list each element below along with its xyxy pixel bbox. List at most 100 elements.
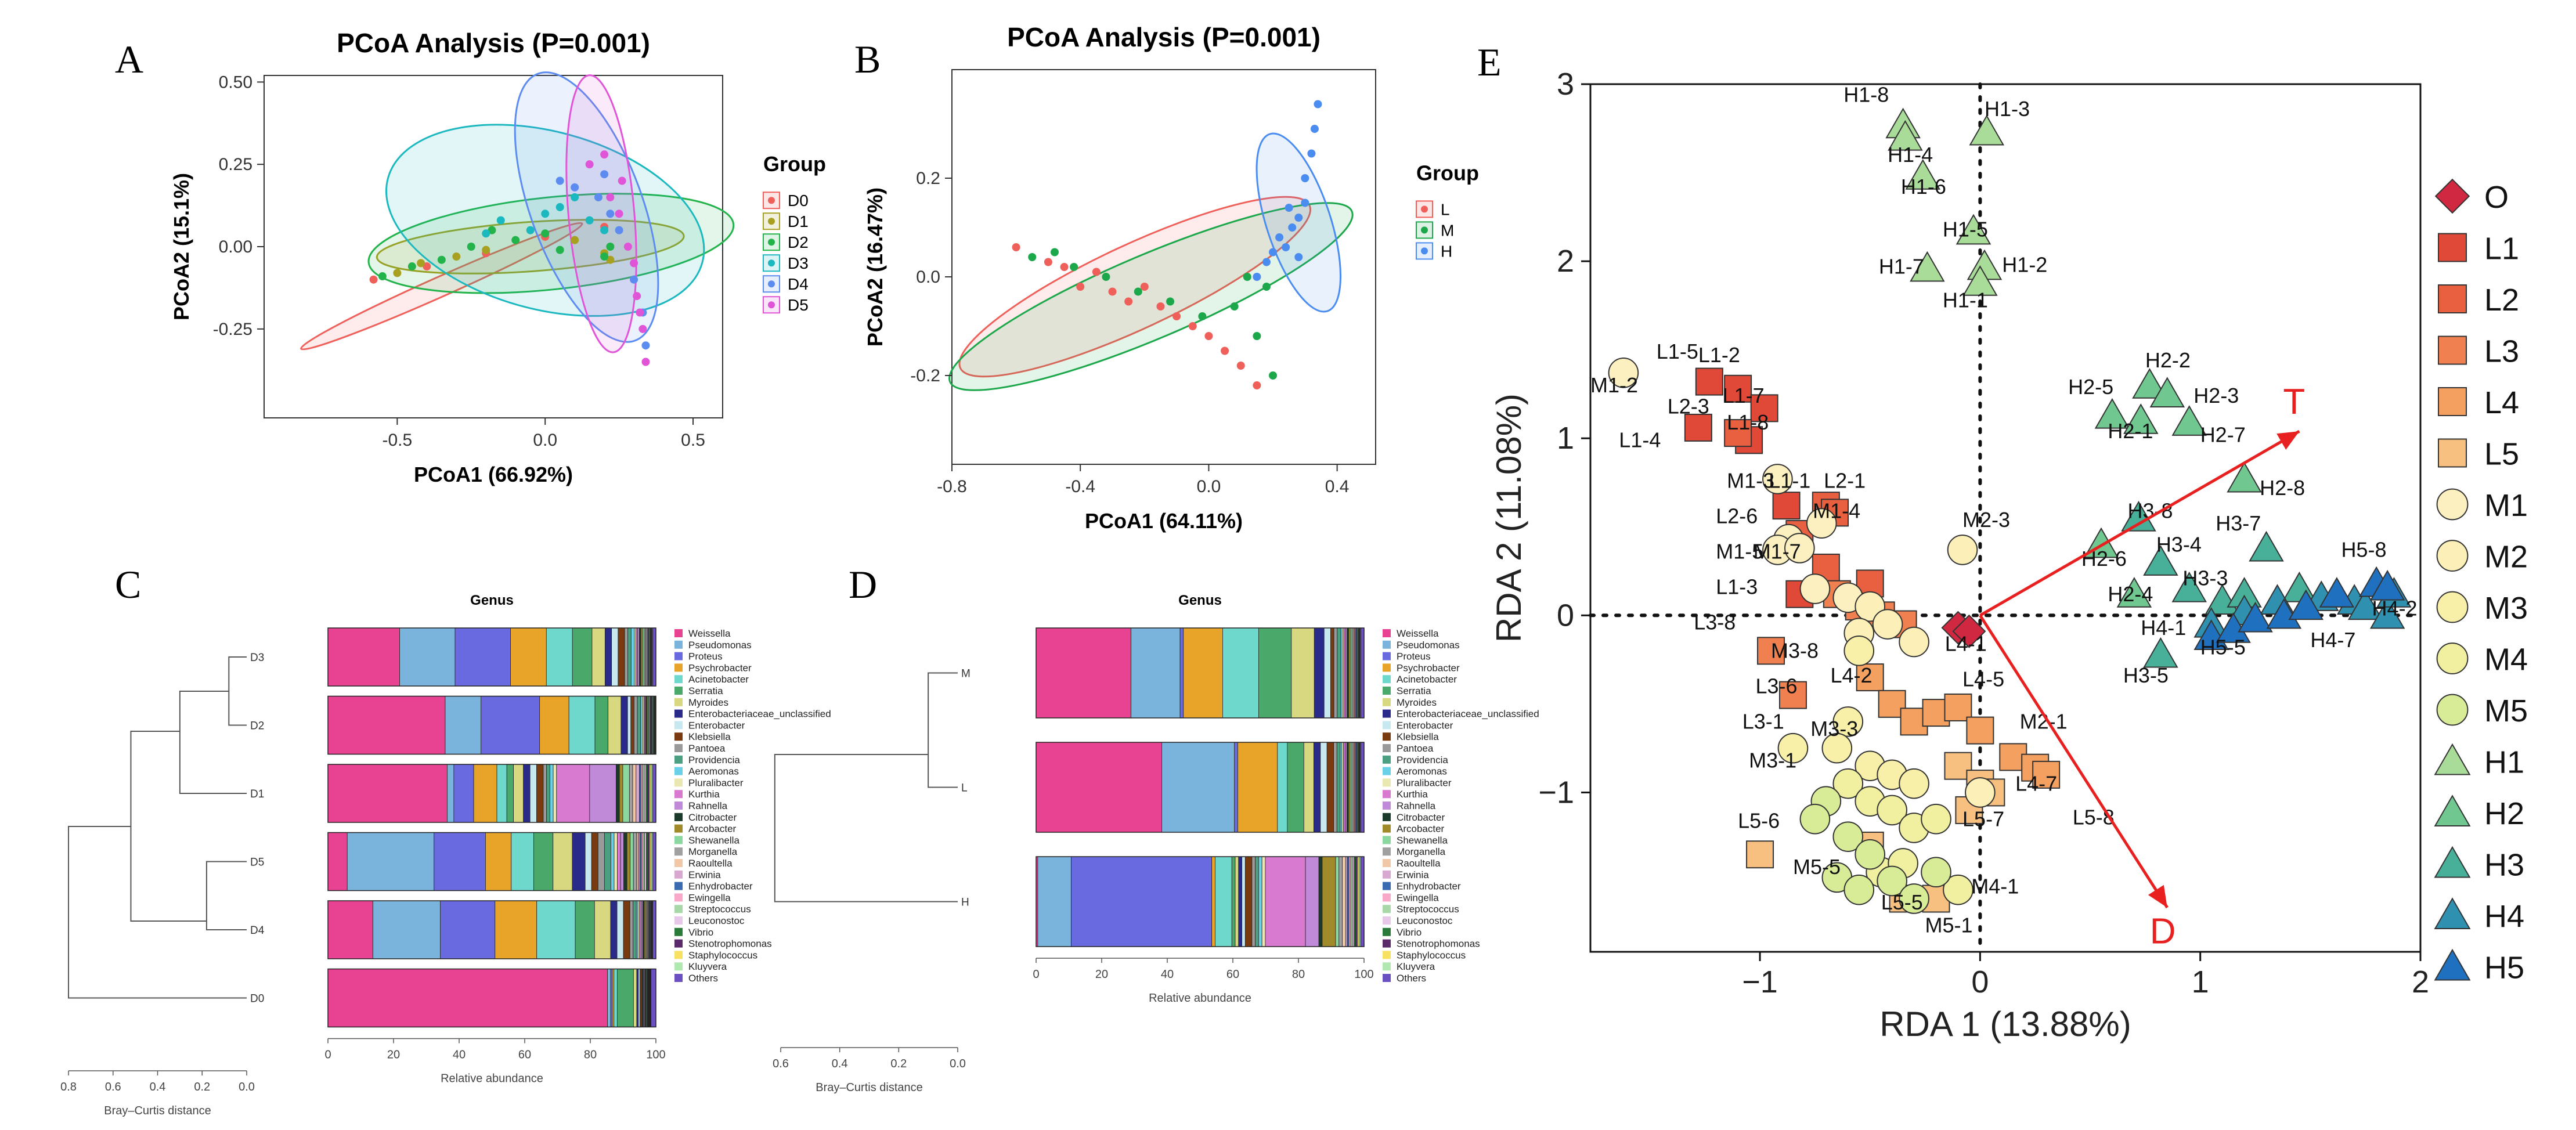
point-H xyxy=(1269,248,1278,257)
bar-segment-enhydrobacter xyxy=(639,832,642,891)
bar-segment-klebsiella xyxy=(623,900,630,959)
bar-segment-kurthia xyxy=(636,627,638,687)
legend-marker-h1 xyxy=(2434,743,2471,775)
chart-title: Genus xyxy=(470,593,514,608)
bar-segment-ewingella xyxy=(640,764,643,823)
legend-label-providencia: Providencia xyxy=(688,754,740,766)
legend-label-o: O xyxy=(2484,180,2509,215)
sample-point-h2 xyxy=(2227,461,2262,493)
sample-label: M1-2 xyxy=(1590,373,1638,397)
bar-segment-pseudomonas xyxy=(373,900,441,959)
bar-segment-pluralibacter xyxy=(553,764,557,823)
point-D5 xyxy=(638,324,647,333)
plot-frame xyxy=(951,69,1376,465)
legend-label-providencia: Providencia xyxy=(1397,754,1448,766)
legend-label-l2: L2 xyxy=(2484,283,2519,317)
sample-point-m1 xyxy=(1762,464,1793,494)
legend-key-rahnella xyxy=(1383,802,1391,810)
legend-label-D2: D2 xyxy=(788,233,809,251)
legend-dot-L xyxy=(1421,205,1428,213)
sample-point-m4 xyxy=(1921,803,1951,835)
sample-point-l4 xyxy=(1944,693,1972,721)
point-D5 xyxy=(630,259,638,268)
panel-label-d: D xyxy=(849,562,877,606)
sample-point-h2 xyxy=(2094,398,2130,429)
y-axis-label: RDA 2 (11.08%) xyxy=(1489,393,1528,642)
sample-point-l4 xyxy=(1856,663,1884,692)
x-tick-label: 60 xyxy=(518,1049,531,1062)
bar-segment-psychrobacter xyxy=(612,969,615,1027)
bar-segment-shewanella xyxy=(630,832,634,891)
point-D2 xyxy=(606,243,615,251)
legend-label-weissella: Weissella xyxy=(688,628,731,639)
legend-key-vibrio xyxy=(674,927,683,936)
bar-segment-kurthia xyxy=(617,832,621,891)
y-tick-label: -0.2 xyxy=(910,366,940,385)
legend-marker-l2 xyxy=(2438,284,2467,313)
point-D4 xyxy=(600,170,609,179)
bar-segment-acinetobacter xyxy=(511,832,534,891)
bar-segment-citrobacter xyxy=(1347,627,1349,719)
legend-label-acinetobacter: Acinetobacter xyxy=(688,674,749,685)
point-D3 xyxy=(482,229,490,238)
point-D4 xyxy=(594,193,602,201)
bar-segment-enterobacteriaceae_unclassified xyxy=(523,764,531,823)
ellipse-D2 xyxy=(367,193,735,294)
sample-label: L1-1 xyxy=(1769,469,1810,493)
vector-arrow-line xyxy=(1979,429,2300,617)
point-D5 xyxy=(606,193,615,201)
bar-segment-enterobacter xyxy=(1320,742,1327,833)
point-D3 xyxy=(600,226,609,234)
sample-label: M5-1 xyxy=(1925,913,1973,937)
legend-label-weissella: Weissella xyxy=(1397,628,1439,639)
sample-label: H4-2 xyxy=(2372,596,2418,620)
bar-segment-staphylococcus xyxy=(649,764,651,823)
bar-segment-psychrobacter xyxy=(473,764,497,823)
bar-segment-citrobacter xyxy=(642,900,645,959)
legend-key-psychrobacter xyxy=(674,663,683,672)
sample-point-h3 xyxy=(2143,637,2178,668)
bar-segment-stenotrophomonas xyxy=(647,832,650,891)
y-tick-label: −1 xyxy=(1538,775,1574,810)
bar-segment-streptococcus xyxy=(642,764,645,823)
bar-segment-acinetobacter xyxy=(496,764,507,823)
legend-label-erwinia: Erwinia xyxy=(1397,869,1429,880)
legend-key-staphylococcus xyxy=(1383,951,1391,959)
dendrogram-tick-label: 0.0 xyxy=(239,1081,255,1093)
legend-label-klebsiella: Klebsiella xyxy=(688,731,731,742)
legend-dot-M xyxy=(1421,226,1428,234)
point-L xyxy=(1092,268,1101,276)
legend-key-kurthia xyxy=(1383,790,1391,799)
legend-label-aeromonas: Aeromonas xyxy=(1397,766,1447,777)
x-tick-label: 0.4 xyxy=(1325,477,1350,496)
sample-point-h2 xyxy=(2149,377,2185,408)
sample-label: L1-2 xyxy=(1698,343,1740,367)
legend-key-enterobacteriaceae_unclassified xyxy=(674,709,683,718)
sample-point-h2 xyxy=(2171,405,2207,436)
legend-label-h5: H5 xyxy=(2484,951,2524,985)
dendrogram-branch xyxy=(928,672,958,788)
bar-segment-others xyxy=(652,764,656,823)
point-D4 xyxy=(641,341,650,350)
legend-key-leuconostoc xyxy=(1383,916,1391,925)
legend-label-myroides: Myroides xyxy=(1397,697,1437,708)
point-D5 xyxy=(585,160,594,169)
point-M xyxy=(1028,253,1037,261)
vector-label: D xyxy=(2150,912,2176,952)
bar-segment-enterobacter xyxy=(611,627,619,687)
sample-point-h1 xyxy=(1956,214,1991,245)
bar-segment-proteus xyxy=(481,696,540,754)
point-D2 xyxy=(467,243,475,251)
bar-segment-arcobacter xyxy=(1322,856,1336,947)
vector-label: T xyxy=(2283,382,2305,422)
legend-label-citrobacter: Citrobacter xyxy=(1397,812,1445,823)
dendrogram-axis-label: Bray–Curtis distance xyxy=(104,1104,211,1117)
sample-point-l1 xyxy=(1724,374,1752,403)
bar-segment-serratia xyxy=(616,969,634,1027)
legend-label-enterobacter: Enterobacter xyxy=(688,720,745,731)
legend-marker-l4 xyxy=(2438,387,2467,416)
legend-marker-h4 xyxy=(2434,897,2471,930)
legend-label-myroides: Myroides xyxy=(688,697,728,708)
legend-key-erwinia xyxy=(1383,870,1391,879)
sample-label: H1-6 xyxy=(1901,175,1946,198)
